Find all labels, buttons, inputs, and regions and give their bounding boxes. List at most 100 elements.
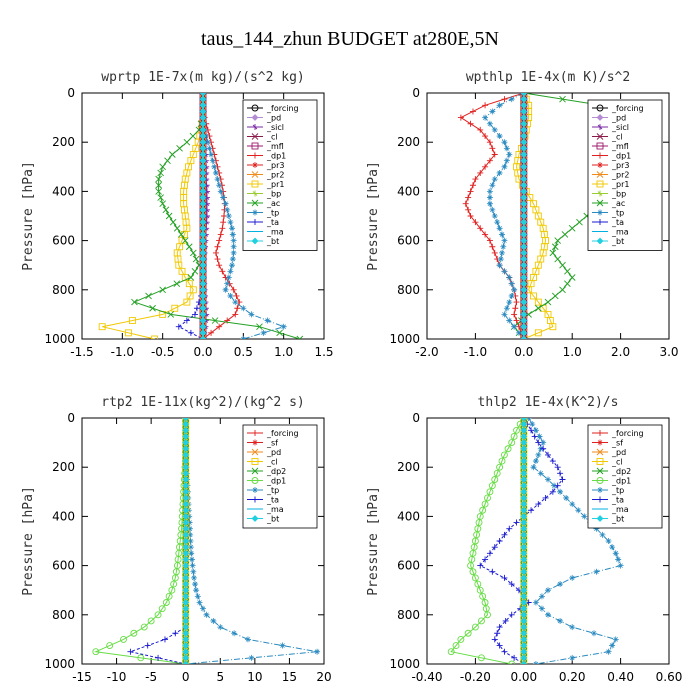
legend-label: _bt — [611, 237, 624, 246]
data-point_tp — [190, 568, 197, 575]
data-point_tp — [248, 311, 255, 318]
data-point_dp1 — [137, 654, 145, 662]
data-point_dp1 — [493, 469, 501, 477]
legend-marker — [251, 114, 259, 121]
data-point_tp — [225, 213, 232, 219]
data-point_ta — [528, 507, 535, 514]
data-point_ac — [169, 218, 177, 226]
data-point_dp1 — [478, 654, 485, 662]
data-point_tp — [615, 556, 622, 563]
legend-label: _pd — [611, 114, 626, 123]
data-point_tp — [491, 126, 498, 133]
data-point_dp1 — [498, 457, 506, 465]
data-point_tp — [186, 525, 193, 532]
data-point_dp1 — [486, 237, 493, 244]
panel-1: wprtp 1E-7x(m kg)/(s^2 kg) -1.5 -1.0 -0.5 0.… — [21, 70, 334, 359]
data-point_tp — [500, 243, 507, 250]
data-point_dp1 — [457, 635, 465, 643]
data-point_dp1 — [501, 96, 508, 103]
data-point_pr1 — [183, 298, 191, 306]
data-point_dp1 — [130, 629, 138, 637]
data-point_tp — [491, 176, 498, 183]
y-tick-label: 400 — [52, 184, 75, 198]
data-point_dp1 — [508, 660, 516, 664]
data-point_tp — [557, 617, 564, 624]
data-point_dp1 — [489, 243, 496, 250]
data-point_ta — [172, 630, 179, 637]
data-point_ac — [564, 268, 571, 275]
legend-label: _tp — [266, 486, 279, 495]
data-point_tp — [229, 256, 236, 263]
data-point_dp1 — [471, 574, 479, 582]
data-point_dp1 — [469, 182, 476, 189]
data-point_dp1 — [467, 213, 474, 219]
data-point_tp — [491, 213, 498, 219]
data-point_ac — [554, 255, 561, 263]
legend-label: _pr1 — [611, 180, 629, 189]
legend-label: _mfl — [266, 142, 284, 151]
x-tick-label: 2.0 — [611, 345, 630, 359]
data-point_ac — [159, 286, 166, 294]
data-point_tp — [569, 624, 576, 631]
data-point_tp — [208, 151, 215, 158]
legend-label: _cl — [266, 133, 278, 142]
legend-marker — [252, 162, 258, 168]
legend-marker — [596, 237, 604, 245]
data-point_bt — [182, 660, 190, 664]
legend-marker — [596, 114, 604, 121]
data-point_tp — [230, 249, 237, 256]
panel-2: wpthlp 1E-4x(m K)/s^2 -2.0 -1.0 0.0 1.0 2.0 3.… — [366, 70, 679, 359]
legend-label: _dp1 — [266, 152, 286, 161]
data-point_dp1 — [500, 451, 508, 459]
x-tick-label: 0.40 — [607, 670, 634, 684]
legend-label: _sicl — [611, 123, 629, 132]
data-point_dp2 — [182, 660, 190, 664]
data-point_tp — [260, 329, 267, 336]
data-point_ac — [256, 323, 263, 331]
data-point_dp1 — [477, 225, 484, 232]
data-point_tp — [529, 421, 536, 428]
data-point_ac — [576, 218, 583, 226]
x-tick-label: 1.5 — [314, 345, 333, 359]
data-point_tp — [593, 525, 600, 532]
data-point_ac — [157, 169, 164, 177]
y-tick-label: 200 — [52, 135, 75, 149]
data-point_tp — [545, 476, 551, 483]
data-point_tp — [501, 268, 508, 275]
legend-label: _cl — [611, 133, 623, 142]
data-point_tp — [187, 531, 194, 538]
data-point_tp — [191, 574, 198, 581]
data-point_tp — [593, 568, 600, 575]
plot-frame — [426, 92, 670, 340]
x-tick-label: -1.5 — [70, 345, 93, 359]
data-point_dp1 — [511, 311, 518, 318]
legend-marker — [251, 237, 259, 245]
legend-marker — [251, 104, 259, 112]
data-point_tp — [220, 194, 227, 201]
data-point_ac — [568, 224, 576, 232]
data-point_ta — [542, 494, 549, 501]
x-tick-label: -15 — [72, 670, 92, 684]
data-point_ac — [159, 200, 166, 208]
data-point_dp1 — [491, 249, 498, 256]
data-point_tp — [501, 163, 508, 170]
data-point_tp — [540, 439, 547, 446]
legend-label: _bp — [611, 190, 626, 199]
legend-marker — [597, 430, 603, 436]
legend-label: _sf — [611, 439, 623, 448]
data-point_tp — [279, 642, 286, 649]
data-point_tp — [506, 317, 513, 324]
y-tick-label: 0 — [67, 411, 75, 425]
panel-title: rtp2 1E-11x(kg^2)/(kg^2 s) — [101, 395, 305, 410]
legend-marker — [597, 190, 603, 197]
data-point_ac — [187, 274, 195, 281]
legend-marker — [251, 477, 259, 484]
data-point_dp1 — [92, 648, 100, 656]
data-point_ac — [173, 224, 181, 232]
data-point_tp — [211, 163, 218, 170]
data-point_tp — [229, 225, 236, 232]
data-point_dp1 — [462, 200, 469, 207]
data-point_tp — [187, 538, 194, 544]
data-point_dp1 — [477, 169, 484, 176]
